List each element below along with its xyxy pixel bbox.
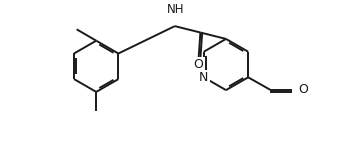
Text: O: O: [299, 83, 309, 96]
Text: N: N: [199, 71, 209, 84]
Text: O: O: [194, 58, 204, 71]
Text: NH: NH: [167, 3, 185, 16]
